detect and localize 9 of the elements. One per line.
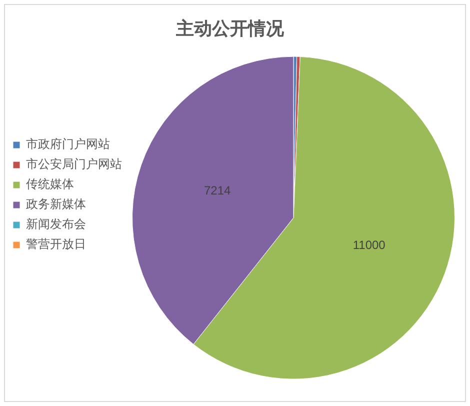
chart-title: 主动公开情况 [175, 18, 285, 40]
legend-label: 警营开放日 [26, 237, 86, 252]
legend-label: 市公安局门户网站 [26, 157, 122, 172]
data-label: 11000 [352, 238, 386, 252]
legend-label: 市政府门户网站 [26, 137, 110, 152]
legend-label: 传统媒体 [26, 177, 74, 192]
legend-label: 政务新媒体 [26, 197, 86, 212]
data-label: 7214 [204, 184, 232, 198]
legend-label: 新闻发布会 [26, 217, 86, 232]
